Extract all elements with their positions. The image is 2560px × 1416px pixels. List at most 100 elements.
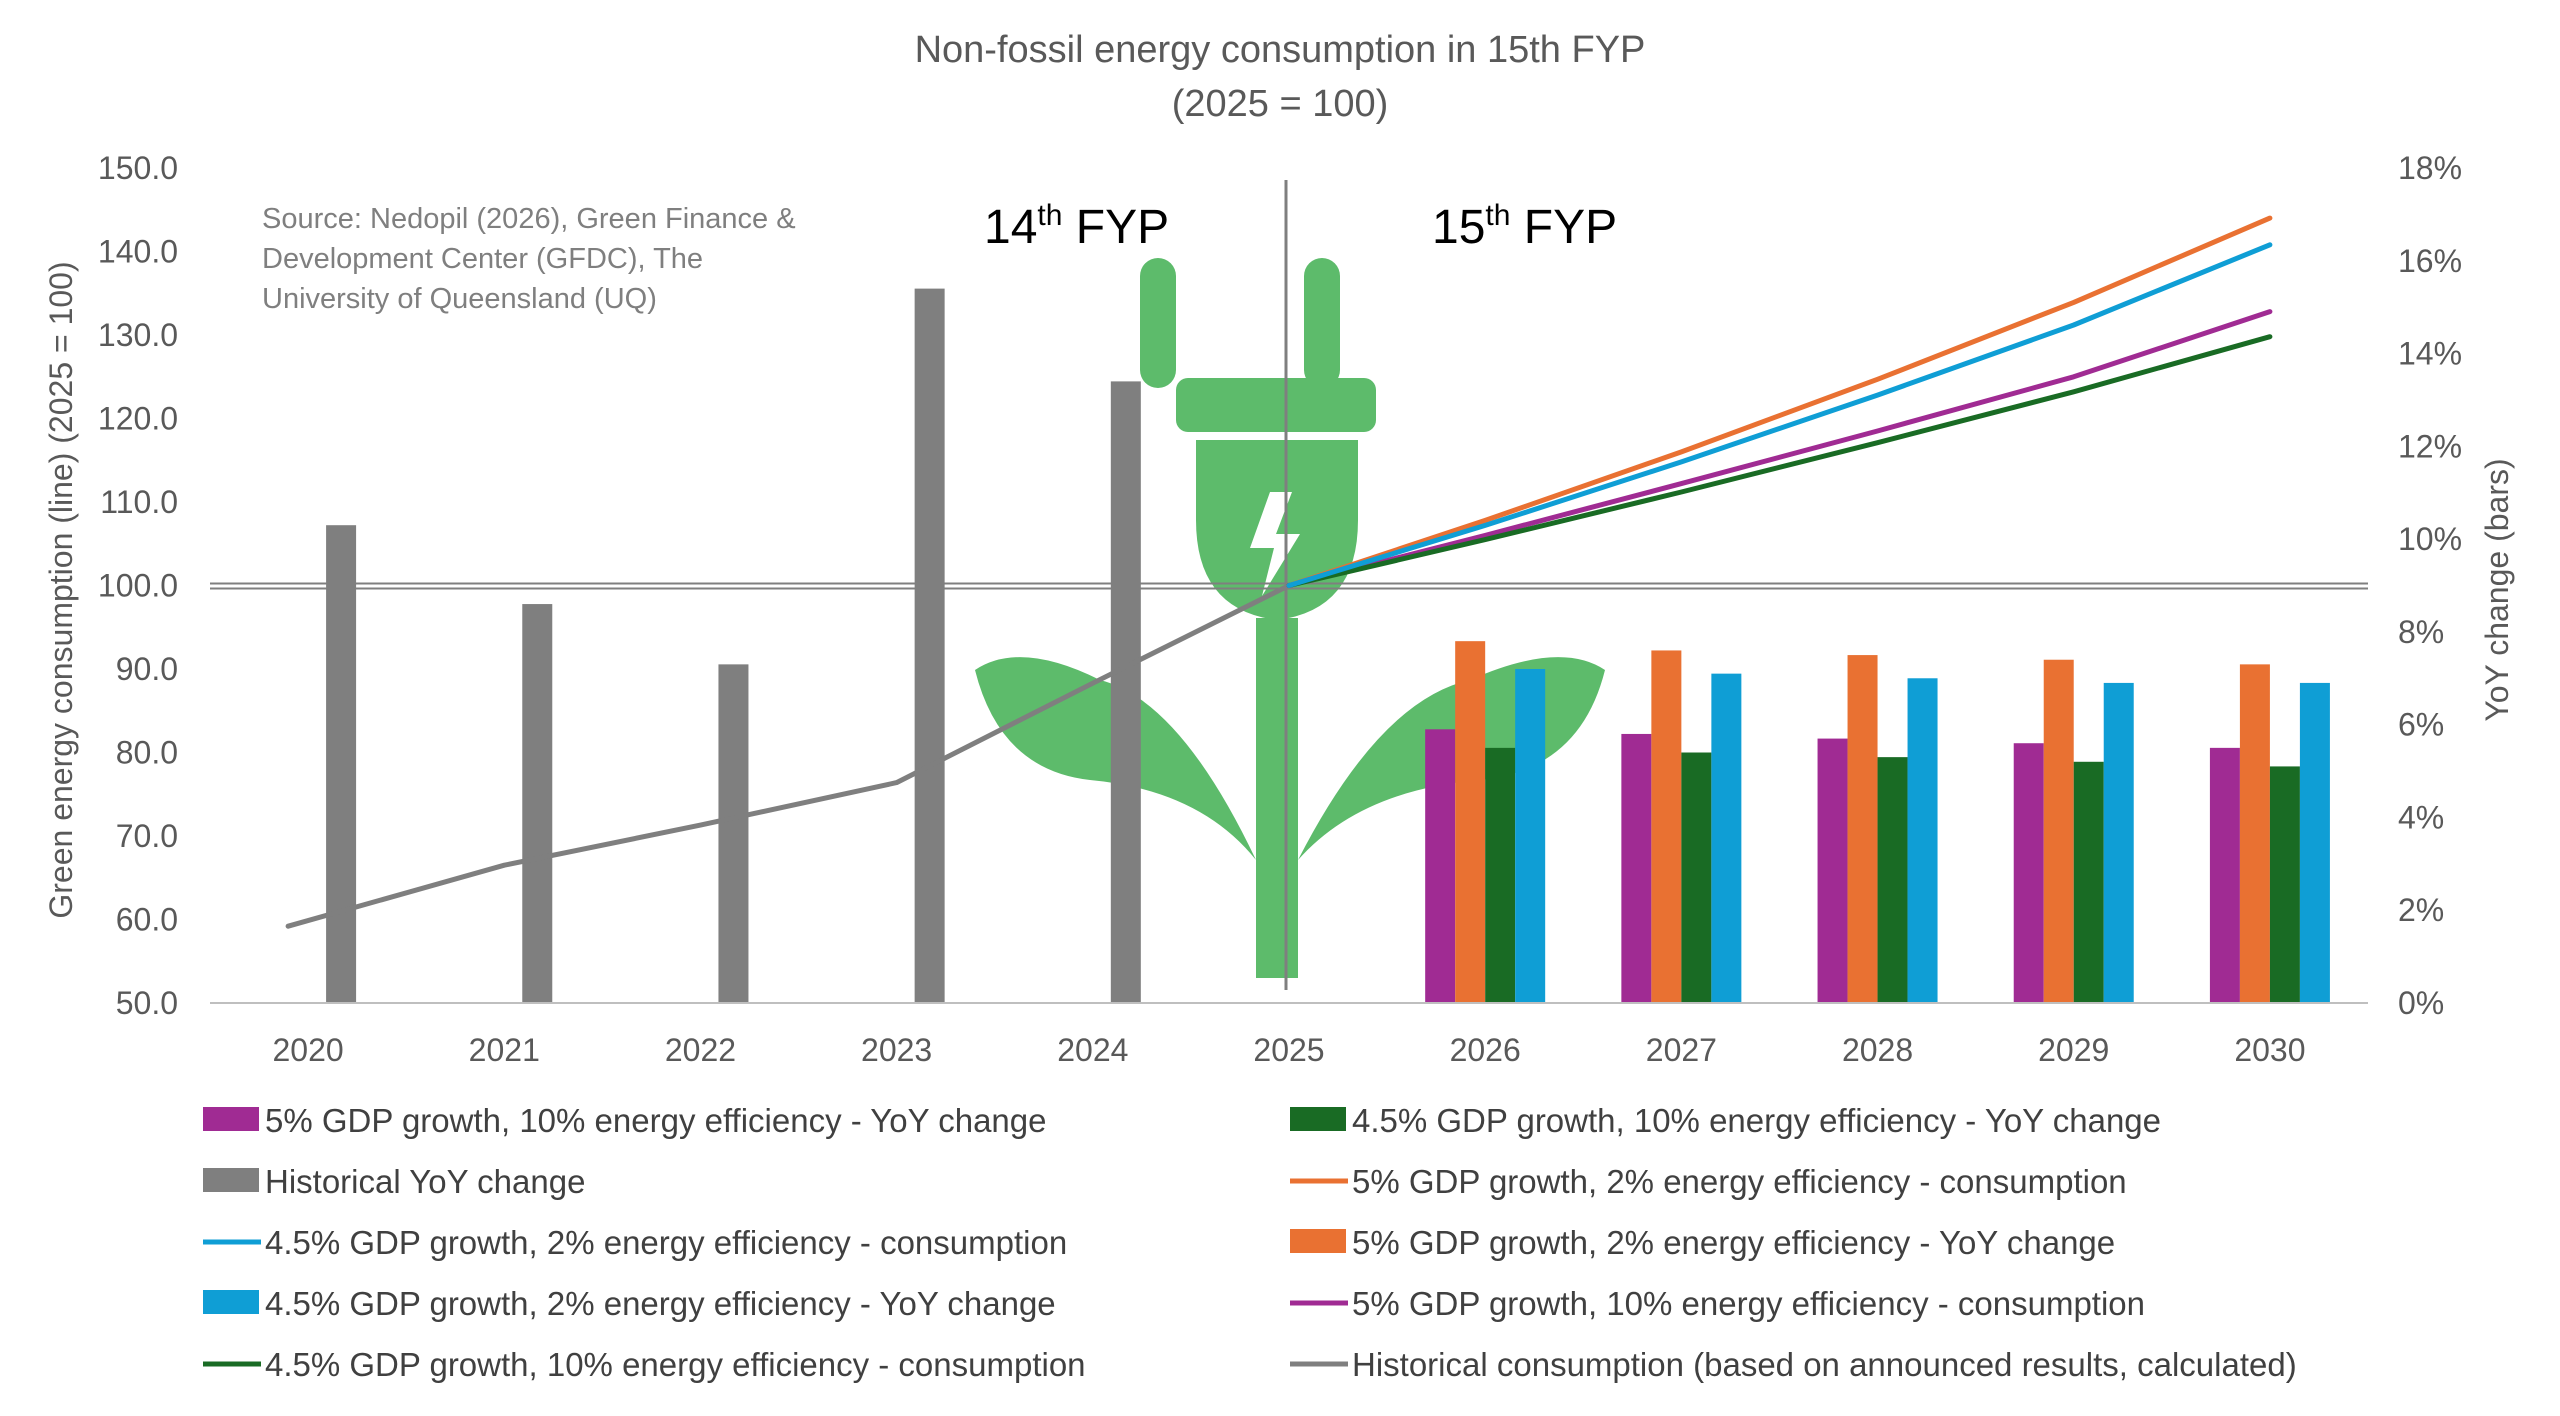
period-label-15-sup: th xyxy=(1485,199,1510,232)
legend-swatch-bar xyxy=(203,1168,259,1192)
bars-layer xyxy=(326,288,2330,1004)
y-right-tick-label: 18% xyxy=(2398,150,2462,186)
chart-subtitle: (2025 = 100) xyxy=(1172,83,1389,125)
line-5-gdp-growth-2-energy-efficiency-consumption xyxy=(1286,215,2273,588)
y-left-tick-label: 50.0 xyxy=(116,985,178,1021)
bar-5-gdp-growth-10-energy-efficiency-yoy-change-2029 xyxy=(2013,743,2044,1003)
bar-historical-yoy-change-2024 xyxy=(1110,381,1141,1003)
legend-swatch-bar xyxy=(1290,1107,1346,1131)
line-4-5-gdp-growth-2-energy-efficiency-consumption xyxy=(1286,242,2273,588)
bar-4-5-gdp-growth-10-energy-efficiency-yoy-change-2029 xyxy=(2073,761,2104,1003)
line-historical-consumption-based-on-announced-results-calculated- xyxy=(285,583,1292,929)
legend-item: 4.5% GDP growth, 2% energy efficiency - … xyxy=(203,1224,1067,1261)
line-4-5-gdp-growth-10-energy-efficiency-consumption xyxy=(1286,334,2273,588)
y-right-tick-label: 2% xyxy=(2398,892,2444,928)
bar-historical-yoy-change-2021 xyxy=(522,604,553,1003)
legend-label: 4.5% GDP growth, 10% energy efficiency -… xyxy=(265,1346,1086,1383)
x-tick-label: 2022 xyxy=(665,1032,736,1068)
y-left-tick-label: 80.0 xyxy=(116,735,178,771)
y-left-tick-label: 110.0 xyxy=(100,484,178,520)
y-left-tick-label: 70.0 xyxy=(116,818,178,854)
source-line-2: Development Center (GFDC), The xyxy=(262,243,703,275)
bar-4-5-gdp-growth-2-energy-efficiency-yoy-change-2030 xyxy=(2299,682,2330,1003)
legend-label: Historical consumption (based on announc… xyxy=(1352,1346,2297,1383)
bar-4-5-gdp-growth-10-energy-efficiency-yoy-change-2030 xyxy=(2269,766,2300,1003)
legend-label: 5% GDP growth, 10% energy efficiency - Y… xyxy=(265,1102,1047,1139)
legend-label: 5% GDP growth, 2% energy efficiency - Yo… xyxy=(1352,1224,2115,1261)
line-5-gdp-growth-10-energy-efficiency-consumption xyxy=(1286,309,2273,588)
y-left-tick-label: 150.0 xyxy=(98,150,178,186)
legend-item: 5% GDP growth, 10% energy efficiency - Y… xyxy=(203,1102,1047,1139)
x-tick-label: 2029 xyxy=(2038,1032,2109,1068)
bar-5-gdp-growth-2-energy-efficiency-yoy-change-2030 xyxy=(2239,664,2270,1003)
bar-historical-yoy-change-2022 xyxy=(718,664,749,1003)
bar-historical-yoy-change-2023 xyxy=(914,288,945,1004)
bar-5-gdp-growth-10-energy-efficiency-yoy-change-2026 xyxy=(1425,729,1456,1003)
legend-item: Historical YoY change xyxy=(203,1163,585,1200)
y-right-tick-label: 10% xyxy=(2398,521,2462,557)
y-right-tick-label: 16% xyxy=(2398,243,2462,279)
legend-swatch-bar xyxy=(1290,1229,1346,1253)
y-right-tick-label: 6% xyxy=(2398,707,2444,743)
x-tick-label: 2025 xyxy=(1253,1032,1324,1068)
legend-item: 4.5% GDP growth, 10% energy efficiency -… xyxy=(1290,1102,2161,1139)
period-label-15th-fyp: 15th FYP xyxy=(1432,199,1617,254)
bar-4-5-gdp-growth-10-energy-efficiency-yoy-change-2027 xyxy=(1681,752,1712,1003)
bar-5-gdp-growth-2-energy-efficiency-yoy-change-2027 xyxy=(1651,650,1682,1003)
lines-layer xyxy=(285,215,2273,929)
bar-4-5-gdp-growth-10-energy-efficiency-yoy-change-2028 xyxy=(1877,757,1908,1003)
y-right-tick-label: 12% xyxy=(2398,428,2462,464)
period-label-15-rest: FYP xyxy=(1510,201,1617,254)
bar-4-5-gdp-growth-2-energy-efficiency-yoy-change-2026 xyxy=(1515,669,1546,1003)
y-left-tick-label: 130.0 xyxy=(98,317,178,353)
y-right-tick-label: 14% xyxy=(2398,336,2462,372)
y-axis-left-title: Green energy consumption (line) (2025 = … xyxy=(43,261,79,918)
legend-item: Historical consumption (based on announc… xyxy=(1290,1346,2297,1383)
period-label-14-number: 14 xyxy=(984,201,1037,254)
period-label-15-number: 15 xyxy=(1432,201,1485,254)
x-tick-label: 2030 xyxy=(2234,1032,2305,1068)
x-tick-label: 2024 xyxy=(1057,1032,1128,1068)
legend-item: 5% GDP growth, 10% energy efficiency - c… xyxy=(1290,1285,2145,1322)
source-line-3: University of Queensland (UQ) xyxy=(262,283,657,315)
axes-layer: 50.0 60.0 70.0 80.0 90.0 100.0 110.0 120.0 130.0… xyxy=(98,150,2462,1068)
legend-item: 4.5% GDP growth, 10% energy efficiency -… xyxy=(203,1346,1086,1383)
legend-swatch-bar xyxy=(203,1290,259,1314)
legend-item: 5% GDP growth, 2% energy efficiency - co… xyxy=(1290,1163,2127,1200)
x-tick-label: 2020 xyxy=(272,1032,343,1068)
bar-5-gdp-growth-10-energy-efficiency-yoy-change-2028 xyxy=(1817,738,1848,1003)
bar-4-5-gdp-growth-2-energy-efficiency-yoy-change-2027 xyxy=(1711,673,1742,1003)
bar-5-gdp-growth-10-energy-efficiency-yoy-change-2027 xyxy=(1621,733,1652,1003)
chart-title: Non-fossil energy consumption in 15th FY… xyxy=(915,29,1646,71)
bar-5-gdp-growth-10-energy-efficiency-yoy-change-2030 xyxy=(2209,747,2240,1003)
y-right-tick-label: 4% xyxy=(2398,799,2444,835)
y-left-tick-label: 90.0 xyxy=(116,651,178,687)
legend-label: 5% GDP growth, 2% energy efficiency - co… xyxy=(1352,1163,2127,1200)
x-tick-label: 2028 xyxy=(1842,1032,1913,1068)
x-tick-label: 2027 xyxy=(1646,1032,1717,1068)
bar-historical-yoy-change-2020 xyxy=(326,525,357,1003)
legend-item: 5% GDP growth, 2% energy efficiency - Yo… xyxy=(1290,1224,2115,1261)
y-axis-right-title: YoY change (bars) xyxy=(2479,458,2515,721)
legend-label: 4.5% GDP growth, 2% energy efficiency - … xyxy=(265,1224,1067,1261)
bar-5-gdp-growth-2-energy-efficiency-yoy-change-2028 xyxy=(1847,655,1878,1003)
bar-4-5-gdp-growth-10-energy-efficiency-yoy-change-2026 xyxy=(1485,747,1516,1003)
legend-item: 4.5% GDP growth, 2% energy efficiency - … xyxy=(203,1285,1056,1322)
y-left-tick-label: 140.0 xyxy=(98,234,178,270)
y-left-tick-label: 120.0 xyxy=(98,401,178,437)
y-right-tick-label: 8% xyxy=(2398,614,2444,650)
legend-label: Historical YoY change xyxy=(265,1163,585,1200)
legend-label: 4.5% GDP growth, 10% energy efficiency -… xyxy=(1352,1102,2161,1139)
x-tick-label: 2026 xyxy=(1450,1032,1521,1068)
legend-label: 4.5% GDP growth, 2% energy efficiency - … xyxy=(265,1285,1056,1322)
bar-5-gdp-growth-2-energy-efficiency-yoy-change-2026 xyxy=(1455,641,1486,1003)
bar-5-gdp-growth-2-energy-efficiency-yoy-change-2029 xyxy=(2043,659,2074,1003)
y-right-tick-label: 0% xyxy=(2398,985,2444,1021)
legend-label: 5% GDP growth, 10% energy efficiency - c… xyxy=(1352,1285,2145,1322)
x-tick-label: 2021 xyxy=(469,1032,540,1068)
legend: 5% GDP growth, 10% energy efficiency - Y… xyxy=(203,1102,2297,1383)
period-label-14-rest: FYP xyxy=(1062,201,1169,254)
period-label-14-sup: th xyxy=(1037,199,1062,232)
